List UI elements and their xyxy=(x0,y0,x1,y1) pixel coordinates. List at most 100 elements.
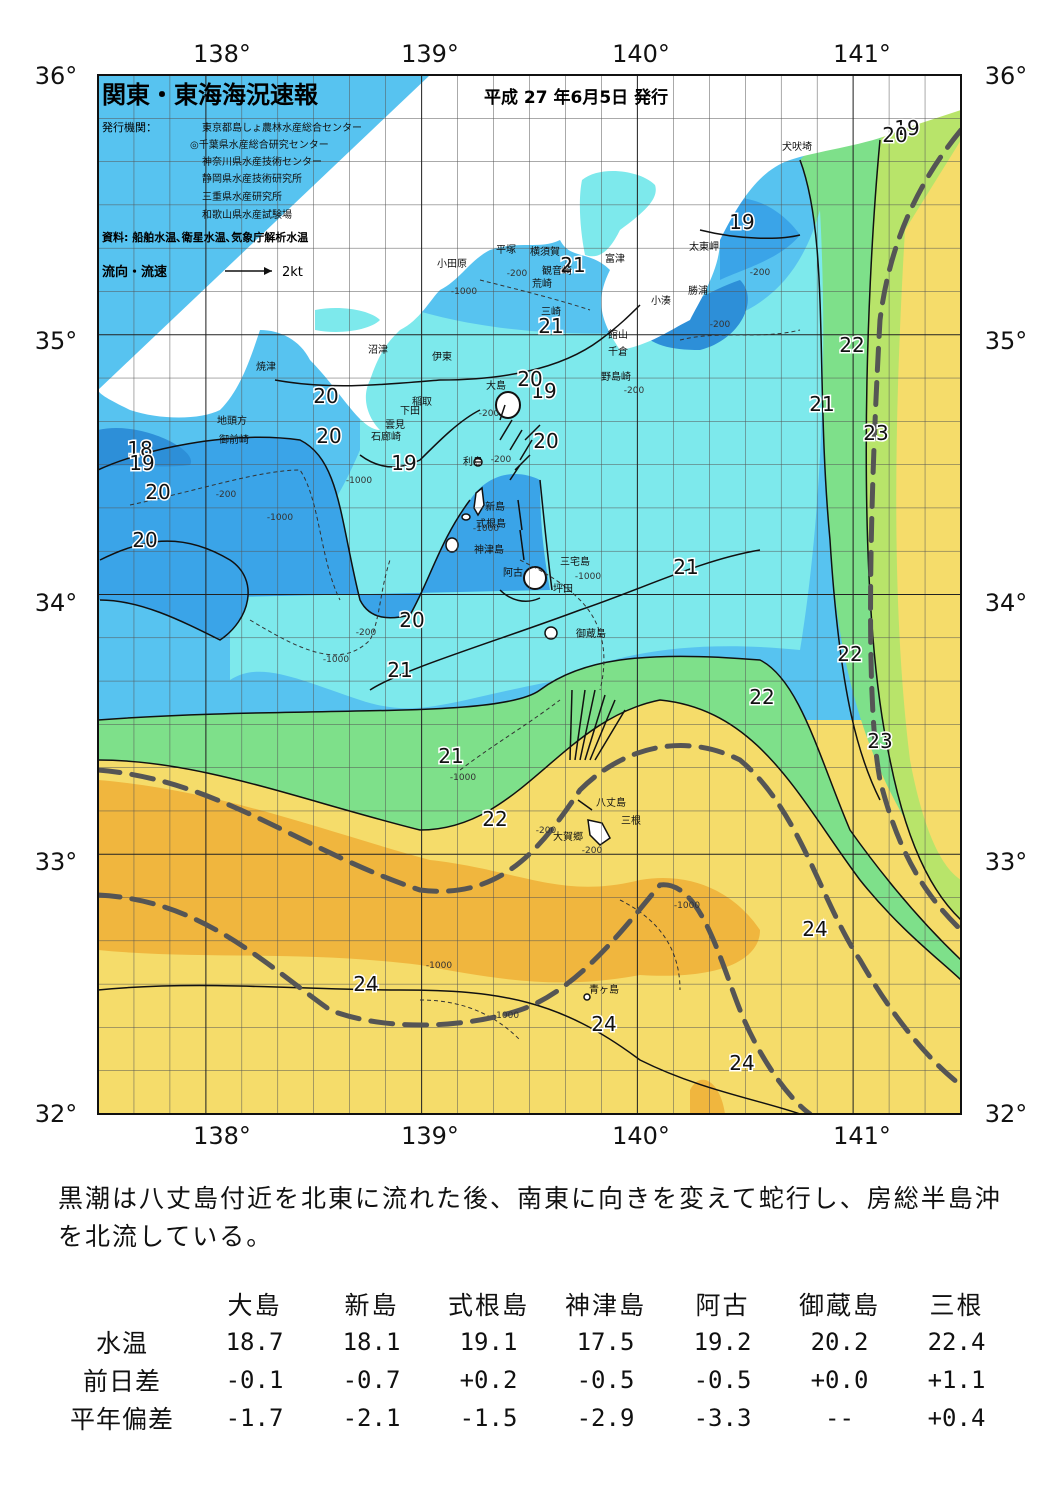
depth-label: -1000 xyxy=(323,655,349,665)
place-name: 太東岬 xyxy=(689,240,719,253)
isotherms xyxy=(98,139,961,1114)
place-name: 平塚 xyxy=(496,244,516,256)
col-niijima: 新島 xyxy=(344,1291,399,1320)
source-line: 資料: 船舶水温､衛星水温､気象庁解析水温 xyxy=(102,230,308,244)
isotherm-label: 20 xyxy=(399,608,424,632)
place-name: 野島崎 xyxy=(601,370,631,383)
depth-label: -1000 xyxy=(450,773,476,783)
isotherm-label: 21 xyxy=(673,555,698,579)
isotherm-label: 24 xyxy=(591,1012,616,1036)
publisher-item: 神奈川県水産技術センター xyxy=(202,155,322,168)
depth-label: -1000 xyxy=(426,961,452,971)
place-name: 式根島 xyxy=(476,517,506,530)
place-name: 下田 xyxy=(400,406,420,417)
col-shikinejima: 式根島 xyxy=(447,1291,529,1320)
place-name: 地頭方 xyxy=(217,414,247,427)
place-name: 焼津 xyxy=(256,361,276,373)
isotherm-label: 19 xyxy=(894,116,919,140)
summary-text: 黒潮は八丈島付近を北東に流れた後、南東に向きを変えて蛇行し、房総半島沖を北流して… xyxy=(58,1184,1002,1251)
place-name: 阿古 xyxy=(503,566,523,579)
isotherm-label: 23 xyxy=(863,421,888,445)
sst-zone-25-patch xyxy=(690,1079,725,1114)
table-cell: -1.5 xyxy=(459,1404,518,1432)
lat-label-left: 34° xyxy=(35,589,78,617)
place-name: 横須賀 xyxy=(530,245,560,258)
table-cell: -1.7 xyxy=(225,1404,284,1432)
table-cell: -2.1 xyxy=(342,1404,401,1432)
lon-label-bottom: 140° xyxy=(612,1122,670,1150)
place-name: 観音崎 xyxy=(542,264,572,277)
place-name: 神津島 xyxy=(474,543,504,556)
isotherm-label: 24 xyxy=(353,972,378,996)
col-mitsune: 三根 xyxy=(929,1291,984,1320)
place-name: 三宅島 xyxy=(560,555,590,568)
isotherm-label: 21 xyxy=(438,744,463,768)
isotherm-label: 20 xyxy=(132,528,157,552)
depth-label: -1000 xyxy=(575,572,601,582)
map-title: 関東・東海海況速報 xyxy=(102,81,319,109)
tokyo-bay xyxy=(579,170,656,257)
isotherm-label: 21 xyxy=(538,314,563,338)
depth-label: -200 xyxy=(582,846,603,856)
isotherm-label: 23 xyxy=(867,729,892,753)
place-name: 大賀郷 xyxy=(553,830,583,843)
table-row-normal-anomaly: 平年偏差 -1.7 -2.1 -1.5 -2.9 -3.3 -- +0.4 xyxy=(48,1399,1015,1437)
isotherm-label: 24 xyxy=(729,1051,754,1075)
place-name: 千倉 xyxy=(608,345,628,358)
depth-label: -1000 xyxy=(451,287,477,297)
sst-zone-25 xyxy=(98,780,760,983)
table-cell: -2.9 xyxy=(576,1404,635,1432)
table-cell: 18.1 xyxy=(342,1328,401,1356)
place-name: 勝浦 xyxy=(688,284,708,297)
depth-label: -200 xyxy=(624,386,645,396)
table-cell: -3.3 xyxy=(693,1404,752,1432)
place-name: 八丈島 xyxy=(596,796,626,809)
depth-label: -1000 xyxy=(267,513,293,523)
coordinate-labels: 138° 138° 139° 139° 140° 140° 141° 141° 36° 36° 35… xyxy=(35,40,1028,1150)
isotherm-label: 20 xyxy=(533,429,558,453)
isotherm-label: 20 xyxy=(145,480,170,504)
isotherm-label: 19 xyxy=(391,451,416,475)
col-ako: 阿古 xyxy=(695,1291,750,1320)
isotherm-label: 22 xyxy=(482,807,507,831)
publisher-item: ◎千葉県水産総合研究センター xyxy=(190,138,329,151)
table-cell: 19.2 xyxy=(693,1328,752,1356)
isotherm-label: 20 xyxy=(313,384,338,408)
island-niijima xyxy=(473,486,485,517)
place-name: 坪田 xyxy=(553,582,573,595)
isotherm-label: 19 xyxy=(729,210,754,234)
depth-label: -200 xyxy=(750,268,771,278)
place-name: 新島 xyxy=(485,500,505,513)
table-cell: 18.7 xyxy=(225,1328,284,1356)
table-cell: +1.1 xyxy=(927,1366,986,1394)
legend-label: 流向・流速 xyxy=(102,264,167,280)
lon-label-bottom: 139° xyxy=(401,1122,459,1150)
island-toshima xyxy=(473,457,483,467)
lat-label-left: 32° xyxy=(35,1100,78,1128)
table-header-row: 大島 新島 式根島 神津島 阿古 御蔵島 三根 xyxy=(48,1285,1015,1323)
lat-label-left: 36° xyxy=(35,62,78,90)
isotherm-label: 22 xyxy=(837,642,862,666)
publisher-item: 東京都島しょ農林水産総合センター xyxy=(202,121,362,134)
lon-label-top: 138° xyxy=(193,40,251,68)
place-name: 大島 xyxy=(486,379,506,392)
lat-label-right: 32° xyxy=(985,1100,1028,1128)
col-kozushima: 神津島 xyxy=(564,1291,646,1320)
lon-label-top: 141° xyxy=(833,40,891,68)
place-name: 小湊 xyxy=(651,294,671,307)
island-aogashima xyxy=(583,993,591,1001)
place-name: 荒崎 xyxy=(532,277,552,290)
lon-label-top: 140° xyxy=(612,40,670,68)
lat-label-right: 34° xyxy=(985,589,1028,617)
sst-zone-18 xyxy=(98,428,192,470)
place-name: 沼津 xyxy=(368,343,388,356)
table-cell: +0.0 xyxy=(810,1366,869,1394)
depth-label: -200 xyxy=(536,826,557,836)
depth-label: -200 xyxy=(491,455,512,465)
table-cell: +0.4 xyxy=(927,1404,986,1432)
place-name: 石廊崎 xyxy=(371,430,401,443)
isotherm-label: 22 xyxy=(839,333,864,357)
depth-label: -1000 xyxy=(346,476,372,486)
isotherm-label: 18 xyxy=(127,437,152,461)
depth-label: -1000 xyxy=(674,901,700,911)
